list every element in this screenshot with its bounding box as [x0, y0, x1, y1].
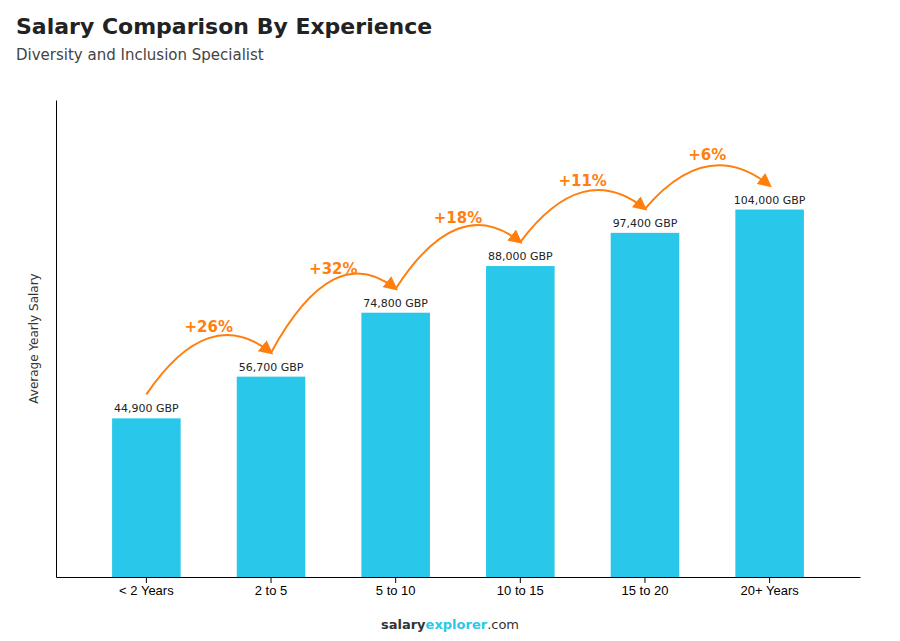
- change-arc: [146, 335, 271, 394]
- x-tick-mark: [644, 577, 645, 583]
- x-axis-line: [57, 577, 861, 578]
- x-tick-mark: [271, 577, 272, 583]
- change-label: +18%: [434, 209, 482, 227]
- x-axis: < 2 Years 2 to 5 5 to 10 10 to 15 15 to 20 20…: [57, 577, 861, 598]
- bar: [611, 233, 680, 577]
- data-label: 74,800 GBP: [363, 297, 428, 310]
- data-label: 44,900 GBP: [114, 402, 179, 415]
- x-tick-label: 20+ Years: [741, 583, 800, 598]
- x-tick-label: < 2 Years: [119, 583, 174, 598]
- x-tick-label: 15 to 20: [621, 583, 668, 598]
- y-axis-title: Average Yearly Salary: [27, 273, 41, 403]
- change-arc: [520, 190, 645, 242]
- bar: [735, 210, 804, 577]
- change-label: +11%: [558, 172, 606, 190]
- change-label: +32%: [309, 260, 357, 278]
- subtitle: Diversity and Inclusion Specialist: [16, 46, 264, 64]
- footer-part: explorer: [426, 617, 488, 632]
- data-labels: 44,900 GBP 56,700 GBP 74,800 GBP 88,000 GBP…: [114, 194, 806, 416]
- bar: [237, 377, 306, 577]
- x-tick: 10 to 15: [497, 577, 544, 598]
- x-tick-mark: [769, 577, 770, 583]
- change-arc: [396, 225, 521, 289]
- x-tick: 2 to 5: [255, 577, 288, 598]
- bars: [112, 210, 804, 577]
- x-tick-mark: [146, 577, 147, 583]
- plot: < 2 Years 2 to 5 5 to 10 10 to 15 15 to 20 20…: [57, 101, 861, 599]
- change-arc: [645, 165, 770, 209]
- chart: Salary Comparison By Experience Diversity…: [0, 0, 900, 641]
- x-tick: 15 to 20: [621, 577, 668, 598]
- data-label: 88,000 GBP: [488, 250, 553, 263]
- bar: [361, 313, 430, 577]
- x-tick: 20+ Years: [741, 577, 800, 598]
- x-tick-label: 5 to 10: [376, 583, 416, 598]
- x-tick: < 2 Years: [119, 577, 174, 598]
- x-tick-mark: [395, 577, 396, 583]
- x-tick: 5 to 10: [376, 577, 416, 598]
- title: Salary Comparison By Experience: [16, 14, 432, 39]
- change-label: +26%: [184, 318, 232, 336]
- y-axis-line: [56, 101, 57, 578]
- change-arcs: +26% +32% +18% +11% +6%: [146, 146, 769, 394]
- change-label: +6%: [688, 146, 726, 164]
- data-label: 97,400 GBP: [613, 217, 678, 230]
- x-tick-label: 10 to 15: [497, 583, 544, 598]
- data-label: 56,700 GBP: [239, 361, 304, 374]
- bar: [112, 418, 181, 577]
- bar: [486, 266, 555, 577]
- footer-part: salary: [381, 617, 426, 632]
- change-arc: [271, 273, 396, 352]
- footer-part: .com: [487, 617, 519, 632]
- footer: salaryexplorer.com: [381, 617, 519, 632]
- x-tick-label: 2 to 5: [255, 583, 288, 598]
- x-tick-mark: [520, 577, 521, 583]
- data-label: 104,000 GBP: [734, 194, 806, 207]
- y-axis: [56, 101, 57, 578]
